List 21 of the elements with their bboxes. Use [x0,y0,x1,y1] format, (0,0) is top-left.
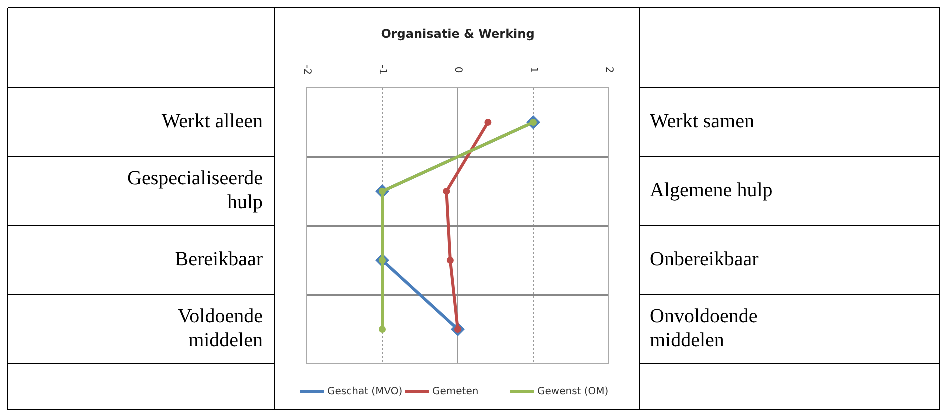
x-tick-label: 1 [528,66,539,74]
legend-label: Geschat (MVO) [328,386,403,398]
y2-tick-label: Algemene hulp [650,179,773,202]
y-tick-label: Voldoende middelen [178,305,264,352]
point [484,119,492,126]
chart-title: Organisatie & Werking [381,27,535,41]
x-tick-label: -2 [301,65,312,75]
point [379,326,386,333]
y-tick-label: Gespecialiseerde hulp [128,167,264,214]
legend-label: Gewenst (OM) [538,386,609,398]
y-tick-label: Bereikbaar [175,248,264,270]
y2-tick-label: Werkt samen [650,110,754,132]
point [446,257,454,264]
x-tick-label: 0 [452,66,464,74]
y-tick-label: Werkt alleen [162,110,263,132]
x-tick-label: -1 [376,65,388,75]
legend-label: Gemeten [432,386,479,398]
y2-tick-label: Onvoldoende middelen [650,305,758,352]
point [443,188,450,195]
x-tick-label: 2 [603,66,614,74]
y2-tick-label: Onbereikbaar [650,248,760,270]
